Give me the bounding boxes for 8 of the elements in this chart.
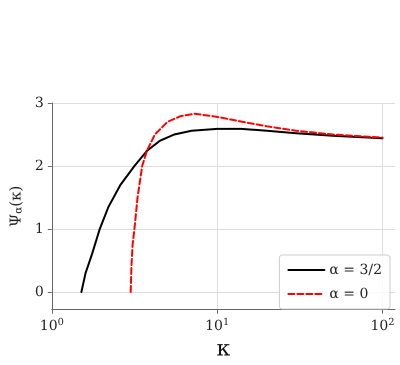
legend-label: α = 3/2 bbox=[329, 262, 382, 278]
y-tick-label: 2 bbox=[34, 158, 44, 174]
y-axis-title: Ψα(κ) bbox=[6, 186, 24, 227]
legend-label: α = 0 bbox=[329, 286, 368, 302]
y-tick-label: 0 bbox=[34, 284, 44, 300]
y-tick-label: 1 bbox=[34, 220, 44, 237]
y-tick-label: 3 bbox=[34, 95, 44, 111]
x-axis-title: κ bbox=[216, 336, 231, 362]
